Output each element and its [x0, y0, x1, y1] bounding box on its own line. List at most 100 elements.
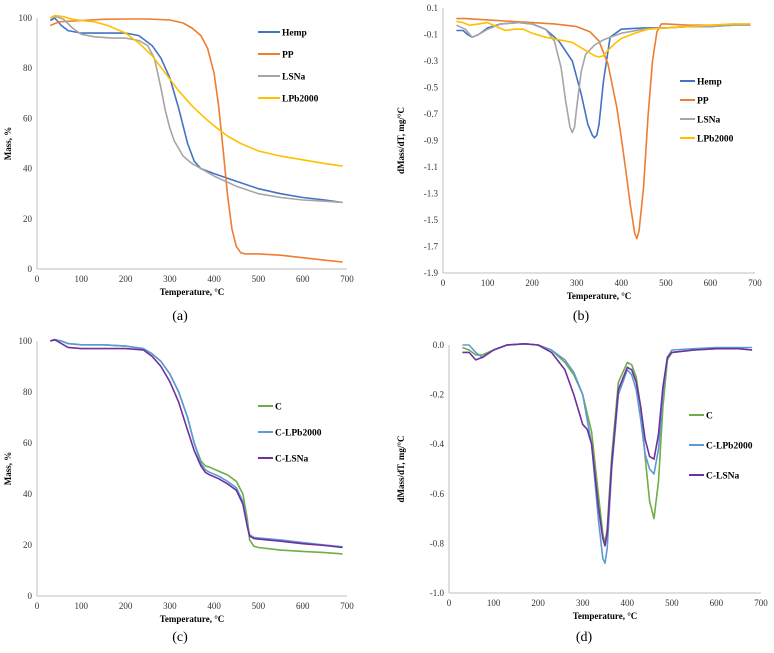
legend-label: C-LSNa [706, 472, 740, 482]
y-tick-label: -1.9 [424, 268, 439, 278]
x-tick-label: 500 [252, 601, 266, 611]
y-tick-label: -0.9 [424, 136, 439, 146]
y-tick-label: -1.3 [424, 189, 439, 199]
y-tick-label: 20 [23, 540, 33, 550]
x-tick-label: 400 [615, 278, 629, 288]
legend-label: LPb2000 [282, 95, 319, 105]
x-tick-label: 500 [659, 278, 673, 288]
x-tick-label: 0 [447, 598, 452, 608]
x-tick-label: 600 [704, 278, 718, 288]
y-tick-label: -1.5 [424, 215, 439, 225]
y-tick-label: -0.1 [424, 30, 438, 40]
series-line-c-lpb2000 [50, 338, 343, 548]
legend-label: C [275, 403, 282, 413]
legend-label: Hemp [697, 78, 722, 88]
panel-caption: (d) [576, 630, 593, 645]
series-line-lpb2000 [49, 14, 343, 167]
x-tick-label: 500 [252, 274, 266, 284]
x-tick-label: 500 [665, 598, 679, 608]
y-tick-label: 0.0 [433, 340, 445, 350]
x-tick-label: 300 [576, 598, 590, 608]
x-tick-label: 600 [296, 601, 310, 611]
legend-label: C-LSNa [275, 455, 309, 465]
legend-label: LPb2000 [697, 135, 734, 145]
x-tick-label: 100 [487, 598, 501, 608]
x-axis-label: Temperature, °C [160, 614, 225, 624]
panel-a: 0 100 200 300 400 500 600 700 0 20 40 60 80 100 Temper… [3, 13, 354, 324]
y-tick-label: 60 [23, 438, 33, 448]
y-tick-label: -1.1 [424, 162, 438, 172]
series-line-c-lsna [462, 342, 753, 547]
x-tick-label: 300 [163, 601, 177, 611]
y-axis-label: dMass/dT, mg/°C [396, 436, 406, 503]
panel-d: 0 100 200 300 400 500 600 700 0.0 -0.2 -0.4 -0.6 -0.… [396, 340, 768, 645]
y-tick-label: 0 [28, 591, 33, 601]
panel-b: 0 100 200 300 400 500 600 700 0.1 -0.1 -0.3 -0.5 -0.… [396, 3, 762, 324]
x-tick-label: 600 [710, 598, 724, 608]
x-tick-label: 200 [525, 278, 539, 288]
legend-label: C-LPb2000 [275, 429, 322, 439]
x-tick-label: 0 [35, 274, 40, 284]
series-line-lsna [50, 15, 343, 204]
x-tick-label: 700 [748, 278, 762, 288]
y-tick-label: -0.4 [430, 439, 445, 449]
panel-caption: (a) [172, 309, 188, 324]
y-tick-label: 40 [23, 489, 33, 499]
y-axis-label: Mass, % [3, 127, 13, 161]
x-tick-label: 600 [296, 274, 310, 284]
legend-label: LSNa [697, 116, 720, 126]
y-tick-label: 80 [23, 63, 33, 73]
x-tick-label: 700 [754, 598, 768, 608]
x-tick-label: 100 [481, 278, 495, 288]
y-tick-label: 60 [23, 113, 33, 123]
y-tick-label: 100 [19, 13, 33, 23]
x-axis-label: Temperature, °C [160, 287, 225, 297]
y-tick-label: -0.7 [424, 109, 439, 119]
x-axis-label: Temperature, °C [567, 291, 632, 301]
legend-label: PP [697, 97, 709, 107]
x-tick-label: 100 [75, 274, 89, 284]
series-line-c-lsna [50, 338, 343, 549]
x-tick-label: 400 [207, 601, 221, 611]
legend-label: PP [282, 51, 294, 61]
y-tick-label: 0.1 [427, 3, 438, 13]
legend-label: LSNa [282, 73, 305, 83]
y-tick-label: -1.7 [424, 242, 439, 252]
x-tick-label: 200 [531, 598, 545, 608]
x-tick-label: 400 [207, 274, 221, 284]
panel-caption: (c) [172, 630, 188, 645]
series-line-pp [456, 17, 751, 240]
x-axis-label: Temperature, °C [573, 611, 638, 621]
x-tick-label: 700 [340, 274, 354, 284]
y-tick-label: -0.6 [430, 489, 445, 499]
y-tick-label: 40 [23, 164, 33, 174]
series-line-lpb2000 [456, 20, 751, 58]
x-tick-label: 400 [621, 598, 635, 608]
y-tick-label: 20 [23, 214, 33, 224]
series-line-c [50, 338, 343, 555]
y-tick-label: 0 [28, 264, 33, 274]
x-tick-label: 0 [441, 278, 446, 288]
y-tick-label: -1.0 [430, 588, 445, 598]
legend-label: Hemp [282, 29, 307, 39]
x-tick-label: 0 [35, 601, 40, 611]
x-tick-label: 700 [340, 601, 354, 611]
y-tick-label: -0.2 [430, 390, 444, 400]
y-tick-label: -0.5 [424, 83, 439, 93]
series-line-hemp [49, 17, 343, 204]
x-tick-label: 100 [75, 601, 89, 611]
y-tick-label: -0.8 [430, 538, 445, 548]
legend-label: C [706, 412, 713, 422]
x-tick-label: 200 [119, 601, 133, 611]
y-axis-label: dMass/dT, mg/°C [396, 107, 406, 174]
legend-label: C-LPb2000 [706, 442, 753, 452]
x-tick-label: 200 [119, 274, 133, 284]
series-line-pp [49, 18, 343, 263]
y-tick-label: 100 [19, 336, 33, 346]
panel-c: 0 100 200 300 400 500 600 700 0 20 40 60 80 100 Temper… [3, 336, 354, 645]
x-tick-label: 300 [570, 278, 584, 288]
x-tick-label: 300 [163, 274, 177, 284]
y-tick-label: 80 [23, 387, 33, 397]
y-tick-label: -0.3 [424, 56, 439, 66]
